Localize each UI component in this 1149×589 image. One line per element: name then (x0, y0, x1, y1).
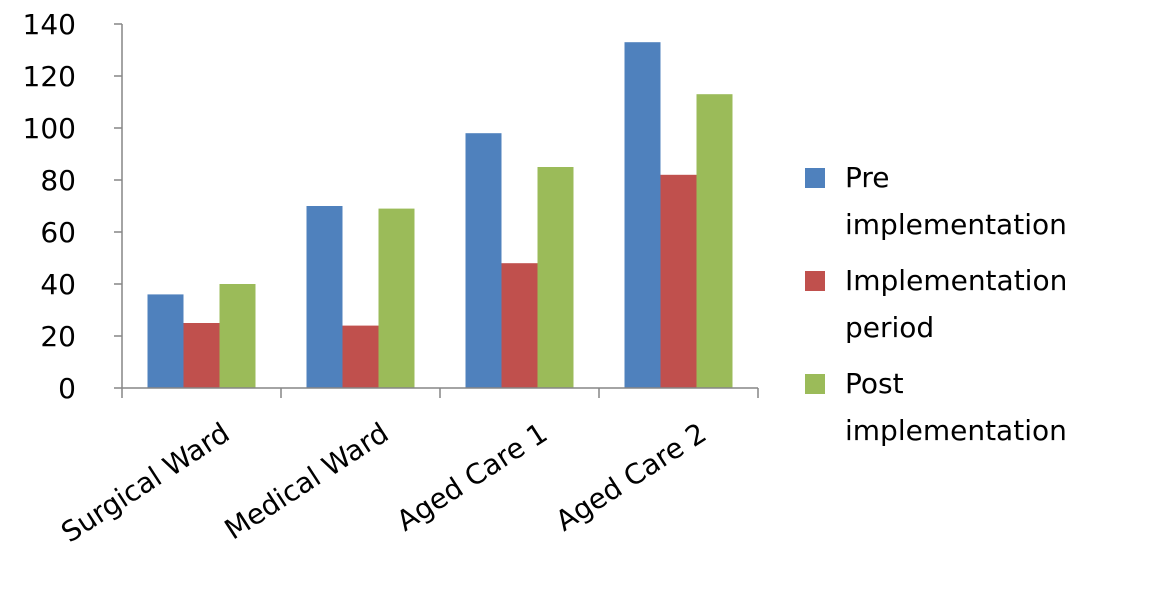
legend-swatch (805, 374, 825, 394)
legend-label: Post (845, 367, 904, 400)
y-tick-label: 140 (23, 8, 76, 41)
legend-label: Pre (845, 161, 890, 194)
bar-pre-0 (147, 294, 184, 388)
y-tick-label: 0 (58, 372, 76, 405)
bar-pre-1 (306, 206, 343, 388)
legend-label: implementation (845, 208, 1067, 241)
bar-post-2 (537, 167, 574, 388)
y-tick-label: 60 (40, 216, 76, 249)
legend-label: implementation (845, 414, 1067, 447)
bar-post-3 (696, 94, 733, 388)
legend: Pre implementation Implementation period Pos… (805, 161, 1067, 447)
legend-swatch (805, 271, 825, 291)
y-tick-label: 80 (40, 164, 76, 197)
y-axis: 0 20 40 60 80 100 120 140 (23, 8, 123, 405)
bar-implementation-3 (660, 174, 697, 388)
y-tick-label: 40 (40, 268, 76, 301)
bar-pre-3 (624, 42, 661, 388)
bar-implementation-0 (183, 323, 220, 388)
x-category-label: Medical Ward (219, 416, 395, 546)
bar-implementation-1 (342, 325, 379, 388)
y-tick-label: 20 (40, 320, 76, 353)
legend-label: Implementation (845, 264, 1067, 297)
bar-post-0 (219, 284, 256, 388)
legend-swatch (805, 168, 825, 188)
x-category-label: Surgical Ward (55, 416, 235, 549)
x-category-label: Aged Care 2 (550, 416, 713, 538)
bar-implementation-2 (501, 263, 538, 388)
y-tick-label: 100 (23, 112, 76, 145)
plot-area (147, 42, 733, 388)
y-tick-label: 120 (23, 60, 76, 93)
legend-label: period (845, 311, 934, 344)
bar-post-1 (378, 208, 415, 388)
x-category-label: Aged Care 1 (391, 416, 554, 538)
bar-pre-2 (465, 133, 502, 388)
